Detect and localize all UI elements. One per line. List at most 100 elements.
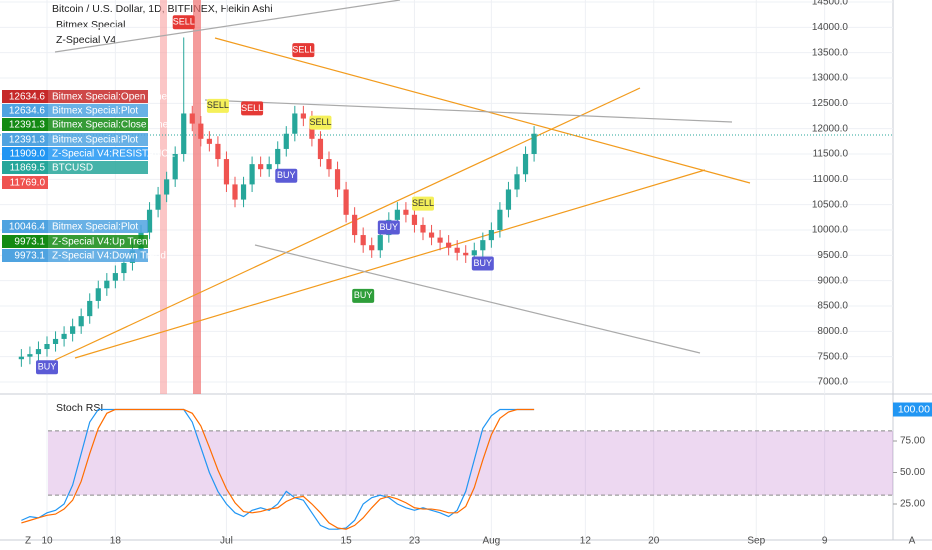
price-tag-box xyxy=(2,176,48,189)
candle-body xyxy=(155,194,161,210)
stoch-line xyxy=(21,408,535,530)
y-tick-label: 8500.0 xyxy=(817,301,848,312)
price-tag-label: Bitmex Special:Close Line xyxy=(52,120,169,131)
candle-body xyxy=(352,214,358,236)
candle-body xyxy=(206,138,212,144)
candle-body xyxy=(514,174,520,190)
candle-body xyxy=(531,133,537,154)
candle-body xyxy=(275,148,281,165)
candle-body xyxy=(334,169,341,190)
candle-body xyxy=(522,154,529,175)
signal-label: BUY xyxy=(354,290,373,300)
trend-line xyxy=(214,37,751,184)
price-tag-label: Z-Special V4:Down Trend xyxy=(52,251,166,262)
candle-body xyxy=(70,326,76,334)
price-tag-box xyxy=(48,118,148,131)
candle-body xyxy=(488,230,494,241)
candle-body xyxy=(300,113,306,119)
signal-badge xyxy=(352,288,375,303)
y-tick-label: 12000.0 xyxy=(812,123,849,134)
signal-label: BUY xyxy=(277,170,296,180)
y-tick-label: 25.00 xyxy=(900,499,925,510)
trend-line xyxy=(54,0,401,53)
signal-badge xyxy=(309,115,332,130)
price-tag-value: 10046.4 xyxy=(9,222,46,233)
candle-body xyxy=(61,333,67,339)
candle-body xyxy=(44,344,50,350)
price-tag-box xyxy=(2,161,48,174)
x-tick-label: 18 xyxy=(110,536,122,547)
signal-badge xyxy=(292,43,315,58)
candle-body xyxy=(292,113,298,134)
y-tick-label: 8000.0 xyxy=(817,326,848,337)
price-tag-box xyxy=(2,90,48,103)
candle-body xyxy=(360,235,366,246)
indicator-name: Z-Special V4 xyxy=(56,34,116,46)
price-tag-box xyxy=(2,235,48,248)
price-tag-box xyxy=(2,133,48,146)
signal-label: SELL xyxy=(173,17,195,27)
event-band xyxy=(160,0,167,394)
stoch-line xyxy=(21,408,535,530)
signal-label: SELL xyxy=(241,103,263,113)
candle-body xyxy=(326,159,332,170)
candle-body xyxy=(121,262,127,274)
y-tick-label: 12500.0 xyxy=(812,98,849,109)
signal-label: SELL xyxy=(207,100,229,110)
price-tag-box xyxy=(48,235,148,248)
price-tag-value: 11869.5 xyxy=(10,163,46,174)
candle-body xyxy=(240,184,247,200)
price-tag-value: 9973.1 xyxy=(14,251,45,262)
y-tick-label: 11500.0 xyxy=(813,149,849,160)
candle-body xyxy=(446,242,452,248)
candle-body xyxy=(454,247,460,253)
trend-line xyxy=(204,99,733,123)
candle-body xyxy=(78,316,84,327)
signal-badge xyxy=(275,168,298,183)
overbought-band xyxy=(48,430,893,496)
value-tag xyxy=(893,402,932,417)
y-tick-label: 10000.0 xyxy=(812,225,849,236)
candle-body xyxy=(198,123,204,139)
candle-body xyxy=(35,349,42,355)
price-tag-box xyxy=(2,220,48,233)
price-tag-box xyxy=(48,147,148,160)
signal-badge xyxy=(412,196,434,211)
candle-body xyxy=(317,138,324,160)
trend-line xyxy=(74,169,706,359)
candle-body xyxy=(215,143,221,160)
price-tag-value: 11769.0 xyxy=(10,178,46,189)
price-tag-label: Bitmex Special:Plot xyxy=(52,222,138,233)
price-tag-box xyxy=(48,161,148,174)
candle-body xyxy=(112,273,118,281)
price-tag-label: Z-Special V4:RESISTANCE xyxy=(52,149,176,160)
y-tick-label: 10500.0 xyxy=(812,199,849,210)
y-tick-label: 13500.0 xyxy=(812,47,849,58)
price-tag-value: 12634.6 xyxy=(9,92,46,103)
price-tag-box xyxy=(48,133,148,146)
signal-label: SELL xyxy=(412,198,434,208)
candle-body xyxy=(189,113,195,124)
y-tick-label: 13000.0 xyxy=(812,73,849,84)
x-tick-label: 20 xyxy=(648,536,660,547)
candle-body xyxy=(369,245,375,251)
timezone-button[interactable]: Z xyxy=(25,536,31,547)
candle-body xyxy=(223,159,230,185)
signal-badge xyxy=(206,98,229,113)
candle-body xyxy=(27,354,33,357)
x-tick-label: 10 xyxy=(41,536,53,547)
trend-line xyxy=(54,87,641,361)
candle-body xyxy=(480,240,486,251)
candle-body xyxy=(505,189,512,210)
price-tag-box xyxy=(2,249,48,262)
y-tick-label: 50.00 xyxy=(900,467,925,478)
y-tick-label: 14500.0 xyxy=(812,0,849,8)
price-tag-value: 12391.3 xyxy=(9,120,46,131)
candle-body xyxy=(18,356,24,360)
auto-scale-button[interactable]: A xyxy=(909,536,916,547)
price-tag-box xyxy=(48,220,148,233)
candle-body xyxy=(181,113,187,154)
x-tick-label: 23 xyxy=(409,536,421,547)
price-tag-box xyxy=(48,104,148,117)
